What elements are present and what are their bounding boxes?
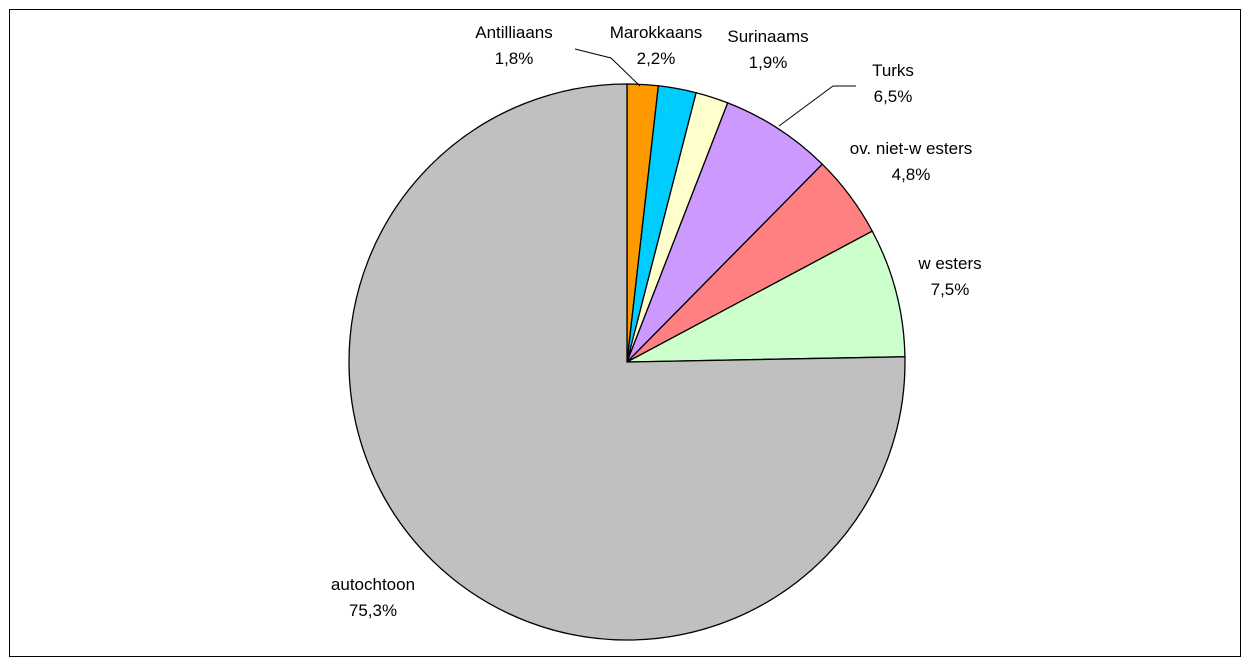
- pie-slice-w-esters: [626, 230, 906, 363]
- slice-percent-w-esters: 7,5%: [931, 280, 970, 299]
- slice-name-antilliaans: Antilliaans: [475, 23, 553, 42]
- slice-name-marokkaans: Marokkaans: [610, 23, 703, 42]
- slice-percent-antilliaans: 1,8%: [495, 49, 534, 68]
- slice-percent-surinaams: 1,9%: [749, 53, 788, 72]
- slice-name-ov-niet-w-esters: ov. niet-w esters: [850, 139, 973, 158]
- leader-line: [574, 48, 641, 87]
- pie-slice-turks: [626, 102, 824, 363]
- slice-name-autochtoon: autochtoon: [331, 575, 415, 594]
- slice-percent-marokkaans: 2,2%: [637, 49, 676, 68]
- slice-name-turks: Turks: [872, 61, 914, 80]
- slice-name-w-esters: w esters: [917, 254, 981, 273]
- slice-name-surinaams: Surinaams: [727, 27, 808, 46]
- pie-slice-autochtoon: [348, 83, 906, 641]
- slice-percent-turks: 6,5%: [874, 87, 913, 106]
- slice-percent-autochtoon: 75,3%: [349, 601, 397, 620]
- slice-percent-ov-niet-w-esters: 4,8%: [892, 165, 931, 184]
- leader-line: [778, 85, 856, 127]
